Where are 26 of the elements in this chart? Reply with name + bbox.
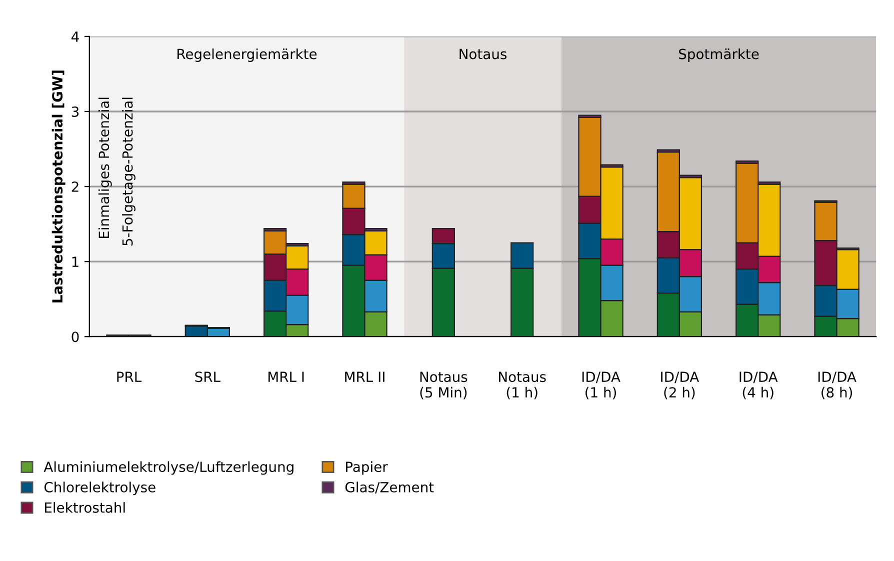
legend-label: Aluminiumelektrolyse/Luftzerlegung (44, 461, 294, 475)
x-tick-label: Notaus (1 h) (499, 372, 546, 400)
x-tick-label: MRL II (345, 372, 384, 382)
annotation: Einmaliges Potenzial (98, 98, 112, 238)
y-tick-label: 1 (72, 256, 78, 267)
x-tick-label: ID/DA (8 h) (818, 372, 856, 400)
x-tick-label: Notaus (5 Min) (420, 372, 468, 400)
band-label: Regelenergiemärkte (178, 48, 317, 62)
annotation: 5-Folgetage-Potenzial (122, 98, 136, 246)
x-tick-label: ID/DA (4 h) (740, 372, 778, 400)
y-tick-label: 2 (72, 182, 78, 192)
x-tick-label: ID/DA (1 h) (582, 372, 620, 400)
band-label: Spotmärkte (679, 48, 759, 62)
legend-label: Elektrostahl (45, 502, 125, 513)
legend-label: Chlorelektrolyse (44, 482, 156, 496)
x-tick-label: ID/DA (2 h) (661, 372, 700, 400)
y-tick-label: 4 (72, 32, 79, 42)
legend-label: Papier (346, 461, 388, 475)
band-label: Notaus (460, 48, 507, 60)
y-tick-label: 3 (72, 106, 79, 117)
y-tick-label: 0 (72, 332, 79, 342)
x-tick-label: MRL I (268, 372, 304, 382)
x-tick-label: SRL (195, 372, 220, 382)
legend-label: Glas/Zement (345, 482, 434, 494)
x-tick-label: PRL (117, 372, 142, 382)
y-axis-title: Lastreduktionspotenzial [GW] (52, 70, 66, 302)
